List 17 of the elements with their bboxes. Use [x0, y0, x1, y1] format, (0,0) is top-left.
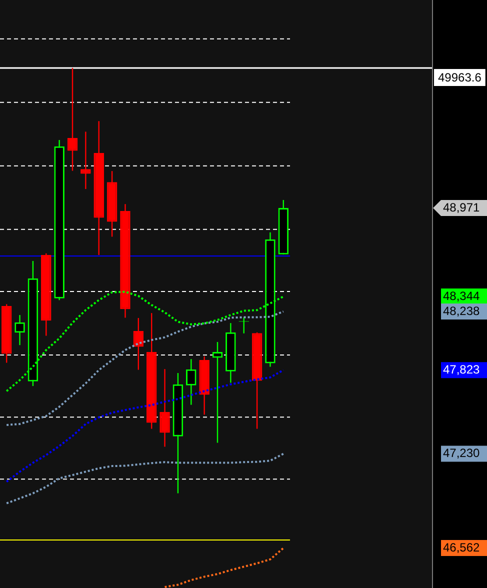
line-series [164, 547, 284, 588]
y-tick-label: 48,344 [443, 288, 480, 303]
candlestick [160, 368, 170, 448]
y-tick-label: 46,562 [443, 540, 480, 554]
candlestick [186, 358, 196, 406]
line-series [6, 452, 284, 504]
y-tick-label: 47,230 [443, 446, 480, 460]
line-series [6, 310, 284, 426]
candlestick [80, 131, 91, 190]
y-tick-label: 48,238 [443, 304, 480, 318]
line-series [6, 369, 284, 483]
candlestick [14, 314, 25, 346]
y-tick-label: 47,823 [443, 362, 480, 376]
candlestick [212, 341, 223, 444]
ref-line-label: 49963.6 [438, 70, 482, 84]
y-tick-label: 48,971 [443, 200, 480, 214]
candlestick [67, 67, 78, 172]
